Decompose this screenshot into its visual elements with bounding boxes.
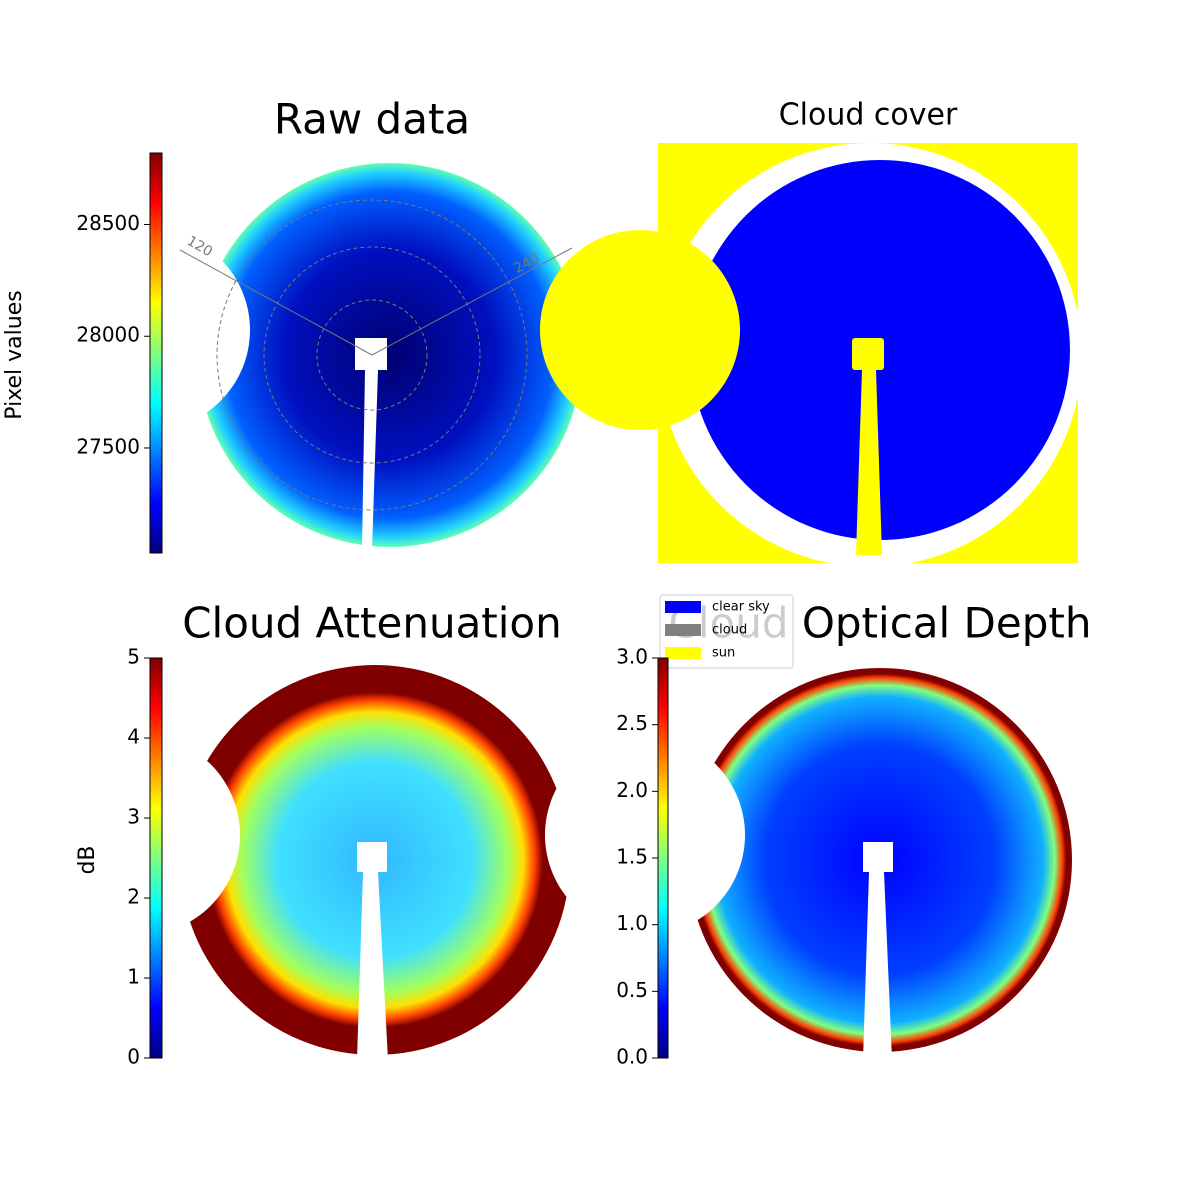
tick-label: 3.0 [616, 645, 648, 669]
tick-label: 3 [127, 805, 140, 829]
panel-title: Cloud Attenuation [182, 599, 562, 648]
tick-label: 0.0 [616, 1045, 648, 1069]
colorbar [149, 152, 163, 554]
legend-swatch [665, 601, 701, 613]
tick-label: 2 [127, 885, 140, 909]
tick-label: 2.0 [616, 778, 648, 802]
legend-label: clear sky [712, 600, 770, 615]
tick-label: 0 [127, 1045, 140, 1069]
tick-label: 28500 [76, 211, 140, 235]
cloud-cover-image [540, 143, 1082, 567]
tick-label: 1.5 [616, 845, 648, 869]
tick-label: 27500 [76, 434, 140, 458]
tick-label: 1 [127, 965, 140, 989]
legend-swatch [665, 624, 701, 636]
legend-label: sun [712, 646, 735, 661]
tick-label: 5 [127, 645, 140, 669]
tick-label: 0.5 [616, 978, 648, 1002]
colorbar [657, 657, 669, 1059]
tick-label: 1.0 [616, 911, 648, 935]
panel-title: Raw data [274, 95, 470, 144]
optical-depth-image [545, 668, 1072, 1060]
colorbar [149, 657, 163, 1059]
panel-title: Cloud cover [779, 98, 958, 133]
colorbar-label: dB [75, 845, 100, 874]
legend-swatch [665, 647, 701, 659]
legend-label: cloud [712, 623, 747, 638]
tick-label: 2.5 [616, 711, 648, 735]
colorbar-label: Pixel values [2, 290, 27, 419]
tick-label: 28000 [76, 323, 140, 347]
attenuation-image [40, 665, 570, 1060]
tick-label: 4 [127, 725, 140, 749]
